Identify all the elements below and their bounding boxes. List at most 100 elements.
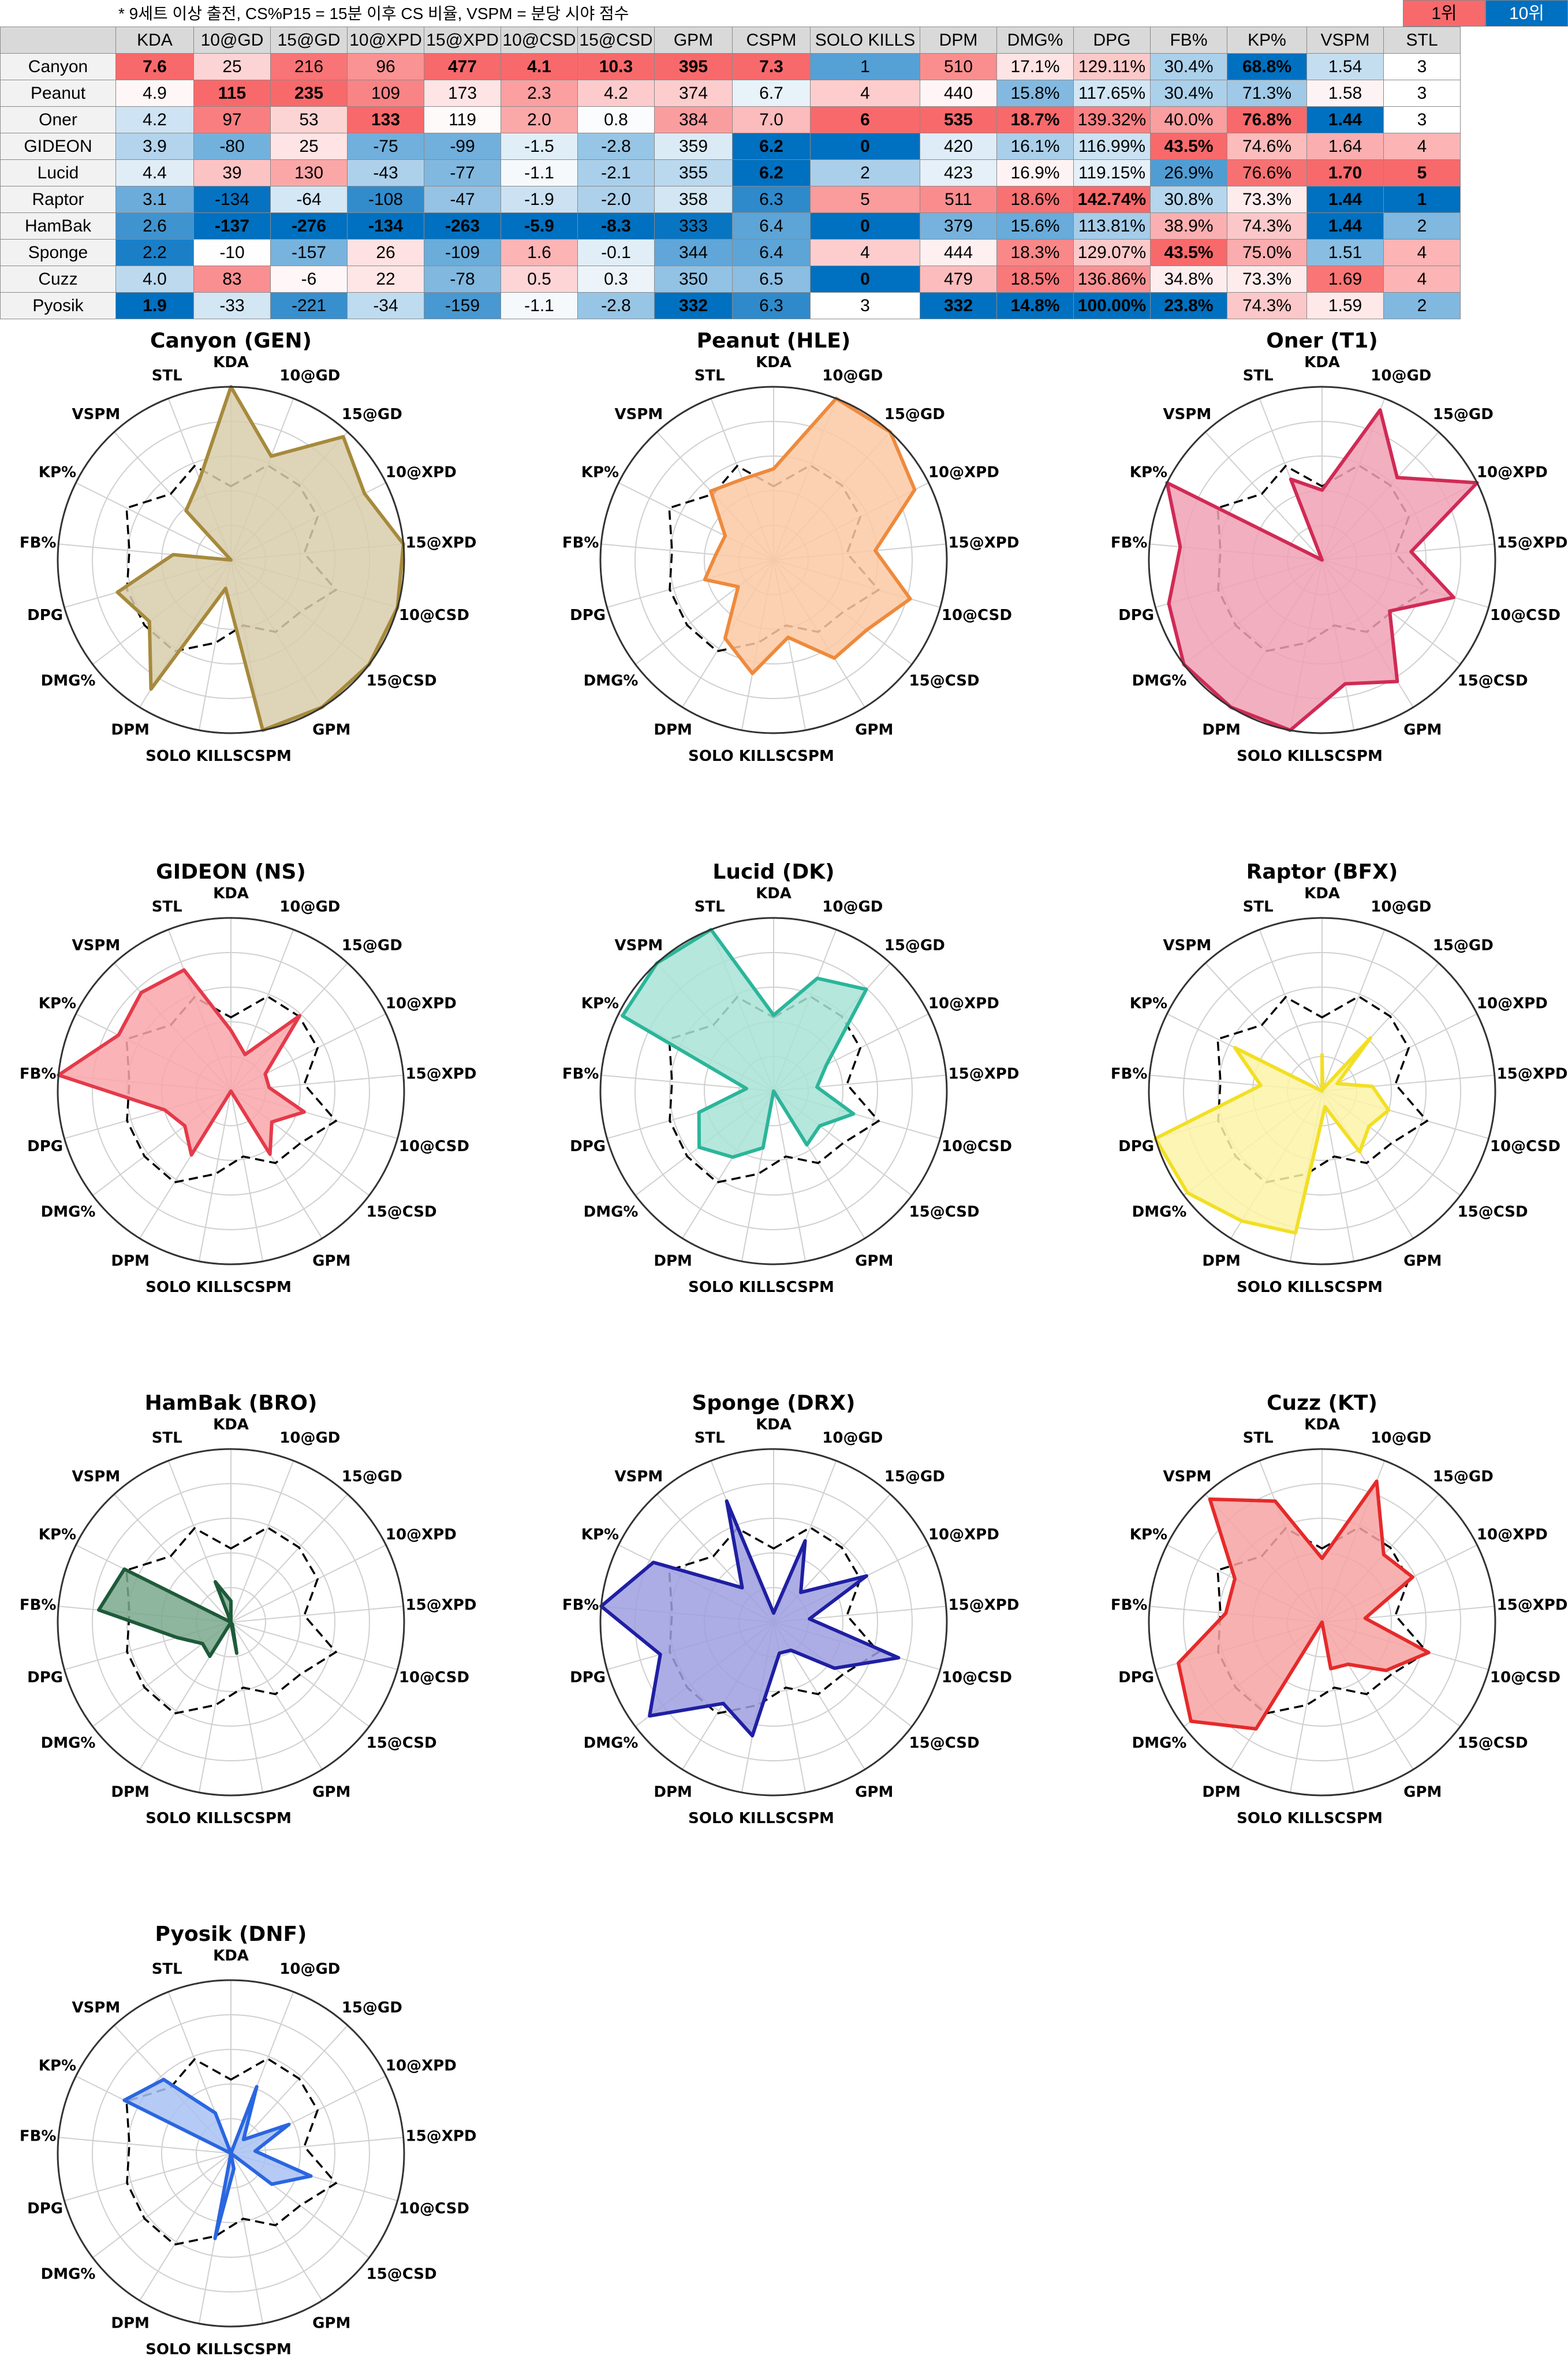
axis-label: FB% [20, 534, 57, 551]
rank-color-legend: 1위 10위 [1403, 0, 1568, 27]
axis-label: DPM [111, 1783, 150, 1801]
axis-label: STL [152, 367, 182, 384]
axis-label: CSPM [244, 1810, 292, 1827]
axis-label: 10@CSD [942, 1669, 1012, 1686]
axis-label: VSPM [614, 937, 663, 954]
axis-label: 15@GD [884, 937, 945, 954]
axis-label: 10@GD [822, 1429, 883, 1447]
axis-label: GPM [1403, 1783, 1442, 1801]
stat-cell: 130 [270, 159, 348, 186]
header-col: KP% [1227, 27, 1307, 54]
chart-title: Cuzz (KT) [1267, 1391, 1377, 1415]
axis-label: KDA [756, 885, 792, 902]
stat-cell: 6.3 [732, 186, 811, 213]
axis-label: 10@GD [822, 898, 883, 916]
stat-cell: -1.1 [501, 159, 578, 186]
stat-cell: 4.2 [577, 80, 655, 107]
stat-cell: 71.3% [1227, 80, 1307, 107]
axis-label: DMG% [1132, 1734, 1187, 1752]
grid-spoke [230, 2153, 264, 2324]
stat-cell: 100.00% [1073, 292, 1151, 319]
stat-cell: 3 [810, 292, 920, 319]
stat-cell: -276 [270, 212, 348, 240]
stat-cell: 16.9% [996, 159, 1074, 186]
axis-label: VSPM [1163, 937, 1211, 954]
axis-label: KP% [581, 995, 619, 1013]
table-row: GIDEON 3.9 -80 25 -75 -99 -1.5 -2.8 359 6.2 0 420 16… [0, 133, 1461, 160]
axis-label: KDA [213, 1947, 249, 1965]
header-col: DPM [920, 27, 997, 54]
stat-cell: 4.0 [115, 266, 194, 293]
stat-cell: 76.6% [1227, 159, 1307, 186]
stat-cell: -47 [424, 186, 501, 213]
outer-ring [57, 1979, 405, 2328]
stat-cell: 129.11% [1073, 53, 1151, 80]
grid-spoke [230, 2025, 348, 2154]
chart-title: Oner (T1) [1266, 329, 1377, 353]
player-series-area [115, 385, 405, 732]
axis-label: 15@GD [342, 1468, 402, 1485]
stat-cell: -99 [424, 133, 501, 160]
stat-cell: 1.44 [1306, 186, 1384, 213]
legend-tenth-rank: 10위 [1485, 0, 1568, 27]
player-name-cell: Peanut [0, 80, 116, 107]
axis-label: KDA [213, 354, 249, 371]
stat-cell: 358 [654, 186, 733, 213]
stat-cell: 18.6% [996, 186, 1074, 213]
stat-cell: 7.3 [732, 53, 811, 80]
axis-label: VSPM [72, 406, 120, 423]
stat-cell: 332 [654, 292, 733, 319]
outer-ring [1148, 386, 1496, 734]
stat-cell: 17.1% [996, 53, 1074, 80]
axis-label: DPM [1202, 721, 1241, 738]
axis-label: DPM [654, 721, 692, 738]
axis-label: 10@XPD [386, 464, 457, 481]
radar-chart: KDA 10@GD 15@GD 10@XPD 15@XPD 10@CSD 15@CSD GPM… [20, 860, 477, 1296]
stat-cell: 2.3 [501, 80, 578, 107]
axis-label: 10@XPD [928, 1526, 999, 1544]
stat-cell: -6 [270, 266, 348, 293]
header-col: GPM [654, 27, 733, 54]
stat-cell: 43.5% [1150, 133, 1227, 160]
stat-cell: 6.7 [732, 80, 811, 107]
axis-label: DMG% [41, 1203, 96, 1220]
axis-label: SOLO KILLS [145, 2341, 243, 2355]
legend-first-rank: 1위 [1403, 0, 1485, 27]
stat-cell: 15.6% [996, 212, 1074, 240]
player-name-cell: Pyosik [0, 292, 116, 319]
stat-cell: 16.1% [996, 133, 1074, 160]
stat-cell: 0.3 [577, 266, 655, 293]
grid-spoke [76, 482, 232, 561]
axis-label: DMG% [1132, 672, 1187, 689]
player-series-area [57, 968, 306, 1157]
stat-cell: 74.3% [1227, 292, 1307, 319]
grid-spoke [230, 1460, 294, 1623]
stat-cell: 359 [654, 133, 733, 160]
stat-cell: -2.1 [577, 159, 655, 186]
chart-title: HamBak (BRO) [145, 1391, 318, 1415]
stat-cell: 119.15% [1073, 159, 1151, 186]
axis-label: GPM [855, 1252, 893, 1269]
axis-label: DPG [1118, 1669, 1154, 1686]
radar-chart: KDA 10@GD 15@GD 10@XPD 15@XPD 10@CSD 15@CSD GPM… [1111, 1391, 1568, 1827]
axis-label: KDA [1304, 354, 1340, 371]
stat-cell: 18.3% [996, 239, 1074, 266]
grid-spoke [230, 1091, 264, 1262]
stat-cell: 96 [347, 53, 424, 80]
chart-title: Pyosik (DNF) [155, 1922, 307, 1946]
axis-label: DPG [27, 1669, 63, 1686]
axis-label: DPM [111, 1252, 150, 1269]
stat-cell: 355 [654, 159, 733, 186]
axis-label: 15@CSD [1458, 672, 1528, 689]
header-col: STL [1383, 27, 1461, 54]
stat-cell: 1.9 [115, 292, 194, 319]
stat-cell: 0 [810, 212, 920, 240]
player-stats-table: KDA 10@GD 15@GD 10@XPD 15@XPD 10@CSD 15@CSD GPM… [0, 27, 1461, 319]
stat-cell: -8.3 [577, 212, 655, 240]
chart-title: GIDEON (NS) [156, 860, 306, 884]
axis-label: 10@XPD [928, 995, 999, 1013]
axis-label: STL [695, 898, 725, 916]
stat-cell: -77 [424, 159, 501, 186]
header-col: 15@GD [270, 27, 348, 54]
player-series-area [122, 2078, 313, 2240]
